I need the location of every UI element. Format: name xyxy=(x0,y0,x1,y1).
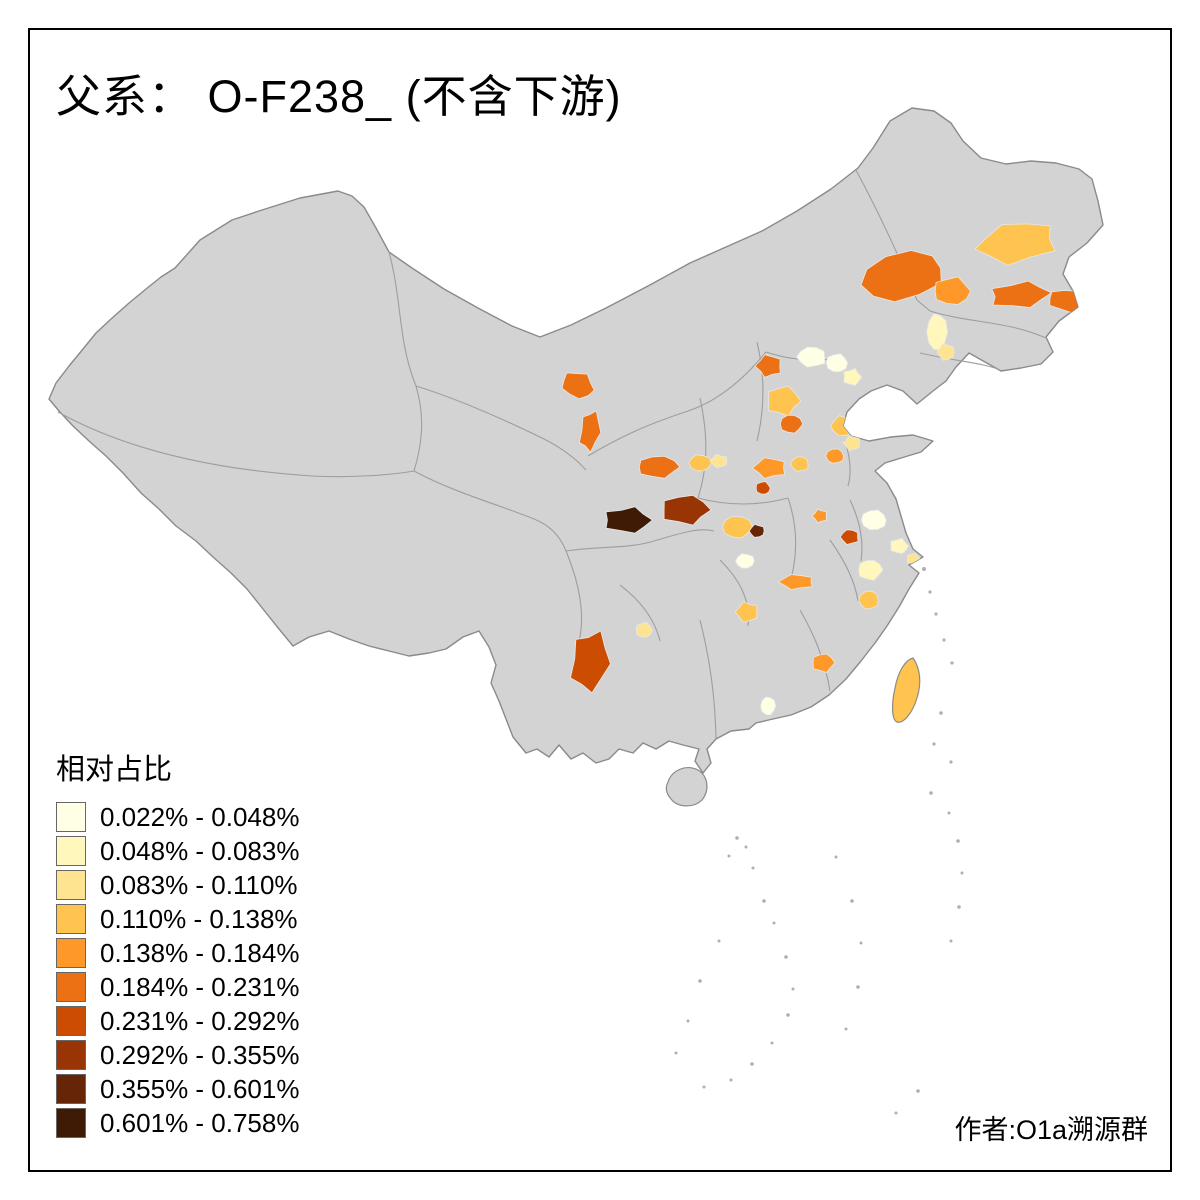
legend-range-label: 0.083% - 0.110% xyxy=(100,869,298,900)
legend-entry: 0.292% - 0.355% xyxy=(56,1038,299,1072)
map-region xyxy=(754,354,781,378)
map-region xyxy=(768,385,802,417)
legend-range-label: 0.355% - 0.601% xyxy=(100,1073,300,1104)
legend-swatch xyxy=(56,802,86,832)
south-china-sea-islands xyxy=(674,567,964,1115)
legend-entry: 0.083% - 0.110% xyxy=(56,868,299,902)
legend-swatch xyxy=(56,1108,86,1138)
legend-entry: 0.231% - 0.292% xyxy=(56,1004,299,1038)
map-region xyxy=(790,456,809,472)
legend-range-label: 0.022% - 0.048% xyxy=(100,801,300,832)
map-region xyxy=(812,653,836,673)
legend-swatch xyxy=(56,972,86,1002)
map-region xyxy=(811,508,827,524)
map-region xyxy=(860,509,887,531)
map-region xyxy=(570,630,611,694)
map-region xyxy=(839,529,859,545)
legend-entry: 0.184% - 0.231% xyxy=(56,970,299,1004)
map-region xyxy=(751,457,786,479)
map-region xyxy=(755,481,771,495)
legend-entry: 0.022% - 0.048% xyxy=(56,800,299,834)
legend-entry: 0.048% - 0.083% xyxy=(56,834,299,868)
legend-entry: 0.601% - 0.758% xyxy=(56,1106,299,1140)
legend-range-label: 0.048% - 0.083% xyxy=(100,835,300,866)
map-region xyxy=(825,448,844,464)
legend-swatch xyxy=(56,938,86,968)
map-region xyxy=(934,276,972,305)
map-region xyxy=(688,454,712,472)
legend-entry: 0.110% - 0.138% xyxy=(56,902,299,936)
map-region xyxy=(735,553,755,569)
legend-range-label: 0.184% - 0.231% xyxy=(100,971,300,1002)
map-region xyxy=(858,559,884,581)
map-region xyxy=(860,250,942,303)
map-region xyxy=(722,515,754,539)
legend: 相对占比 0.022% - 0.048% 0.048% - 0.083% 0.083… xyxy=(56,746,299,1140)
map-region xyxy=(777,574,813,591)
legend-range-label: 0.138% - 0.184% xyxy=(100,937,300,968)
map-region xyxy=(890,537,910,554)
legend-range-label: 0.110% - 0.138% xyxy=(100,903,298,934)
hainan-island xyxy=(665,767,708,807)
taiwan-island xyxy=(891,657,921,723)
map-region xyxy=(663,494,712,526)
map-region xyxy=(936,343,955,361)
legend-range-label: 0.292% - 0.355% xyxy=(100,1039,300,1070)
legend-title: 相对占比 xyxy=(56,754,173,786)
map-region xyxy=(825,353,849,373)
map-region xyxy=(872,408,903,424)
map-region xyxy=(635,622,653,638)
legend-swatch xyxy=(56,1040,86,1070)
legend-range-label: 0.601% - 0.758% xyxy=(100,1107,300,1138)
map-region xyxy=(734,600,758,623)
map-region xyxy=(796,346,826,368)
legend-swatch xyxy=(56,1074,86,1104)
legend-range-label: 0.231% - 0.292% xyxy=(100,1005,300,1036)
map-region xyxy=(760,696,777,716)
legend-swatch xyxy=(56,870,86,900)
colored-prefectures xyxy=(561,223,1091,716)
attribution: 作者:O1a溯源群 xyxy=(954,1115,1148,1145)
map-region xyxy=(842,434,860,452)
map-region xyxy=(578,410,602,453)
map-region xyxy=(561,372,595,400)
map-region xyxy=(779,414,804,434)
legend-swatch xyxy=(56,1006,86,1036)
legend-swatch xyxy=(56,904,86,934)
map-region xyxy=(974,223,1056,266)
legend-entry: 0.138% - 0.184% xyxy=(56,936,299,970)
legend-entry: 0.355% - 0.601% xyxy=(56,1072,299,1106)
province-borders xyxy=(57,169,1047,739)
legend-entries: 0.022% - 0.048% 0.048% - 0.083% 0.083% - 0… xyxy=(56,800,299,1140)
map-region xyxy=(991,280,1053,308)
legend-swatch xyxy=(56,836,86,866)
figure-title: 父系： O-F238_ (不含下游) xyxy=(56,71,622,122)
map-region xyxy=(605,506,654,534)
map-region xyxy=(748,523,765,538)
map-region xyxy=(709,453,728,468)
map-region xyxy=(638,455,681,479)
map-region xyxy=(843,367,863,386)
map-region xyxy=(858,590,879,610)
